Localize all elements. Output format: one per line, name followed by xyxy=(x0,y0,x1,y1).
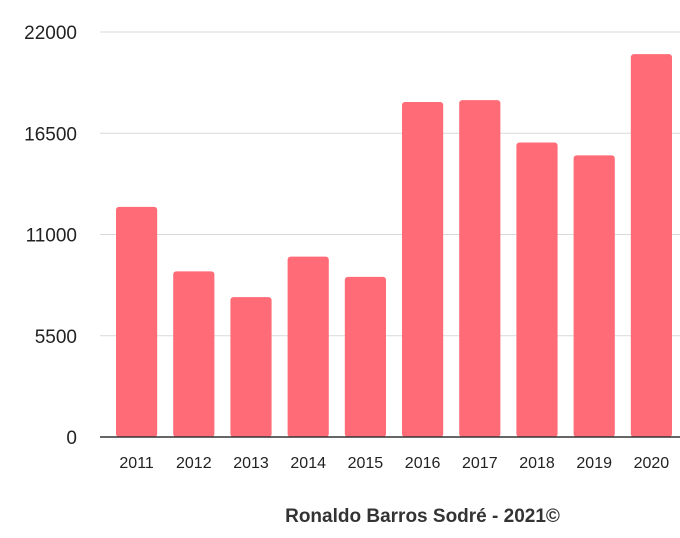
bar-2019 xyxy=(573,155,615,437)
y-tick-label: 16500 xyxy=(24,124,77,145)
x-tick-label: 2011 xyxy=(119,455,154,472)
y-axis: 0 5500 11000 16500 22000 xyxy=(24,23,77,449)
credit-text: Ronaldo Barros Sodré - 2021© xyxy=(285,506,560,527)
bar-2011 xyxy=(116,206,158,437)
y-tick-label: 11000 xyxy=(26,226,77,247)
bar-2020 xyxy=(630,54,672,437)
y-tick-label: 5500 xyxy=(35,327,77,348)
x-tick-label: 2020 xyxy=(634,455,670,472)
bars-layer xyxy=(116,54,672,438)
bar-2018 xyxy=(516,142,558,438)
x-tick-label: 2017 xyxy=(462,455,498,472)
x-tick-label: 2012 xyxy=(176,455,212,472)
bar-2016 xyxy=(402,101,444,438)
x-tick-label: 2013 xyxy=(233,455,269,472)
bar-2015 xyxy=(344,276,386,437)
x-tick-label: 2014 xyxy=(290,455,326,472)
x-tick-label: 2018 xyxy=(519,455,555,472)
x-tick-label: 2016 xyxy=(405,455,441,472)
bar-2012 xyxy=(173,271,215,437)
y-tick-label: 0 xyxy=(66,428,77,449)
x-tick-label: 2015 xyxy=(348,455,384,472)
bar-2014 xyxy=(287,256,329,437)
x-tick-label: 2019 xyxy=(576,455,612,472)
bar-2017 xyxy=(459,100,501,437)
y-tick-label: 22000 xyxy=(24,23,77,44)
x-axis: 2011 2012 2013 2014 2015 2016 2017 2018 2019 2020 xyxy=(100,436,680,472)
bar-2013 xyxy=(230,297,272,437)
